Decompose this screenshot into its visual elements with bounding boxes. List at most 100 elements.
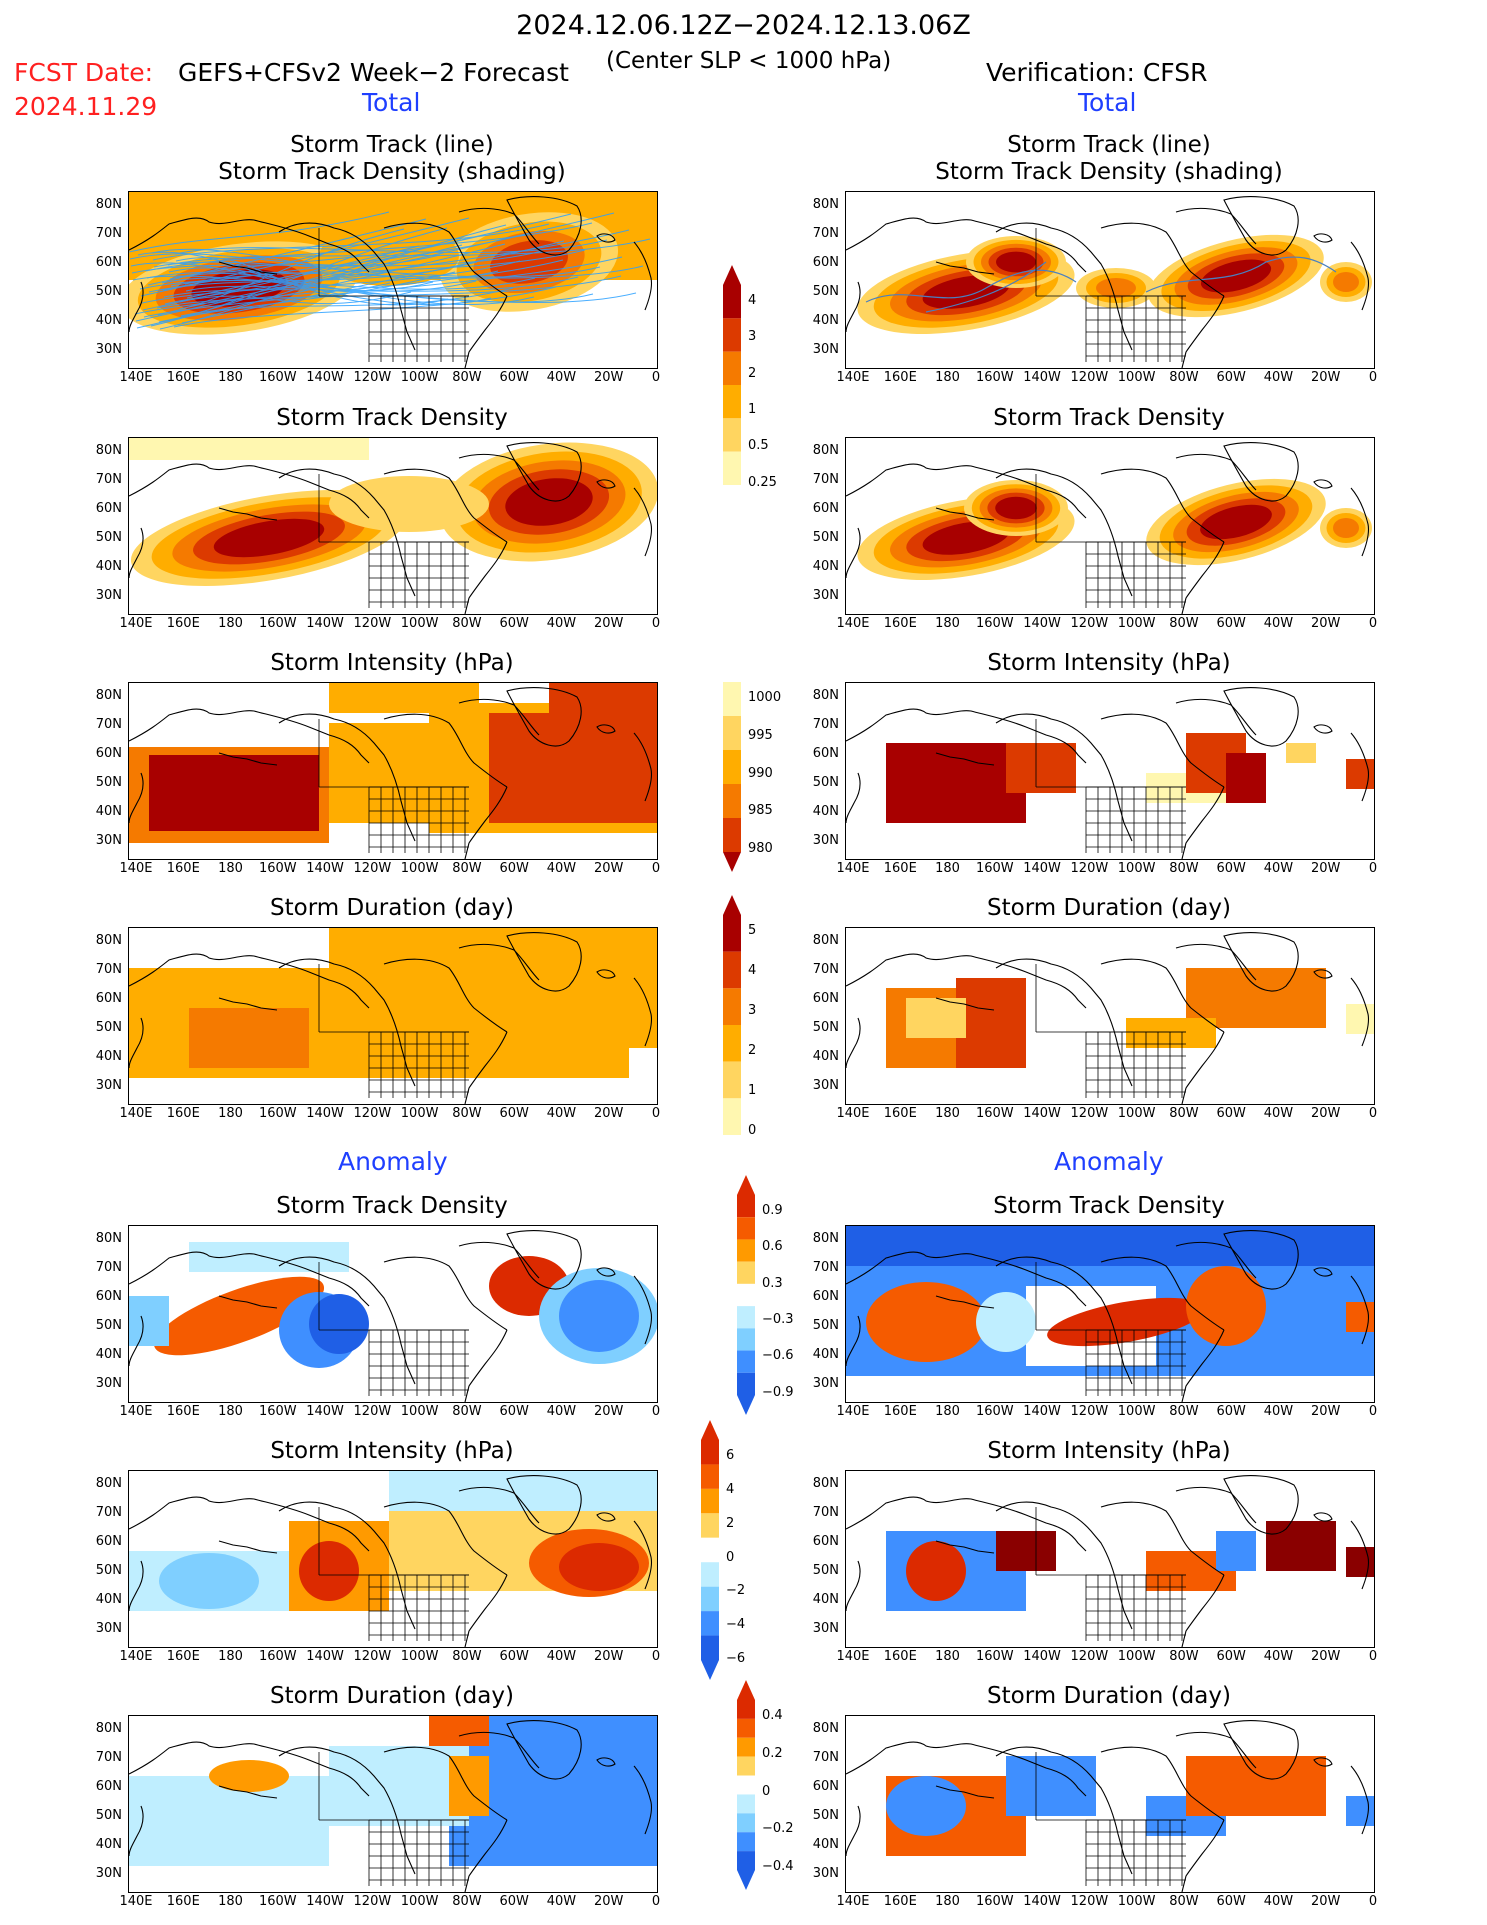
- lon-tick-label: 120W: [353, 1649, 392, 1664]
- shading-cell: [1006, 743, 1076, 793]
- colorbar-segment: [723, 318, 741, 352]
- coastline-segment: [464, 541, 508, 615]
- us-state-borders: [318, 228, 469, 362]
- coastline-segment: [128, 1017, 144, 1069]
- panel-title-track-shading-left: Storm Track Density (shading): [218, 159, 566, 185]
- lon-tick-label: 20W: [594, 616, 624, 631]
- lat-tick-label: 50N: [812, 1808, 839, 1823]
- coastline-segment: [1313, 1512, 1333, 1522]
- lat-tick-label: 30N: [812, 1078, 839, 1093]
- coastline-segment: [1181, 1031, 1225, 1105]
- shading-cell: [129, 1776, 329, 1866]
- coastline-segment: [995, 1746, 1133, 1875]
- lon-tick-label: 120W: [353, 370, 392, 385]
- lat-tick-label: 80N: [95, 197, 122, 212]
- shading-blob: [329, 476, 489, 532]
- lat-tick-label: 80N: [812, 1721, 839, 1736]
- colorbar-segment: [701, 1562, 719, 1587]
- shading-blob: [159, 1553, 259, 1609]
- shading-layer: [129, 683, 657, 843]
- colorbar-tick-label: −0.9: [762, 1384, 794, 1400]
- map-panel-duration_anom-forecast: [128, 1715, 658, 1893]
- storm-track-line: [140, 217, 470, 297]
- panel-title-density-right: Storm Track Density: [993, 405, 1225, 431]
- colorbar-arrow-bottom: [737, 1870, 755, 1890]
- coastline-segment: [506, 442, 582, 502]
- colorbar-tick-label: 1: [748, 1083, 757, 1098]
- us-state-borders: [318, 1507, 469, 1641]
- colorbar-tick-label: −0.6: [762, 1348, 794, 1364]
- coastline-segment: [845, 708, 1087, 764]
- lon-tick-label: 180: [218, 1106, 243, 1121]
- lon-tick-label: 80W: [1169, 1404, 1199, 1419]
- lon-tick-label: 80W: [452, 1649, 482, 1664]
- panel-title-intensity-anom-right: Storm Intensity (hPa): [987, 1438, 1231, 1464]
- lon-tick-label: 180: [935, 616, 960, 631]
- colorbar-tick-label: 0.9: [762, 1203, 783, 1218]
- lat-tick-label: 70N: [95, 472, 122, 487]
- colorbar-segment: [723, 682, 741, 716]
- lon-tick-label: 140W: [1023, 1106, 1061, 1121]
- coastline-segment: [383, 468, 508, 543]
- coastline-segment: [633, 977, 653, 1047]
- coastline-segment: [1313, 724, 1333, 734]
- lon-tick-label: 80W: [1169, 1106, 1199, 1121]
- coastline-segment: [464, 786, 508, 860]
- shading-blob: [299, 1541, 359, 1601]
- colorbar-segment: [723, 1025, 741, 1062]
- colorbar-density-anom: [736, 1175, 756, 1419]
- coastline-segment: [935, 1295, 995, 1309]
- lon-tick-label: 140E: [119, 1106, 153, 1121]
- lon-tick-label: 160W: [258, 1404, 297, 1419]
- us-state-borders: [318, 964, 469, 1098]
- coastline-segment: [596, 233, 616, 243]
- lon-tick-label: 160E: [166, 1106, 200, 1121]
- colorbar-segment: [737, 1239, 755, 1262]
- coastline-segment: [633, 487, 653, 557]
- lat-tick-label: 70N: [812, 1505, 839, 1520]
- coastline-segment: [633, 241, 653, 311]
- lat-tick-label: 60N: [812, 1779, 839, 1794]
- lat-tick-label: 30N: [95, 1376, 122, 1391]
- coastline-segment: [278, 958, 416, 1087]
- lat-tick-label: 80N: [812, 1231, 839, 1246]
- shading-cell: [956, 978, 1026, 1068]
- lon-tick-label: 20W: [1311, 370, 1341, 385]
- lon-tick-label: 160W: [975, 1649, 1014, 1664]
- lon-tick-label: 0: [651, 616, 661, 631]
- lat-tick-label: 50N: [95, 1563, 122, 1578]
- lon-tick-label: 120W: [353, 861, 392, 876]
- coastline-segment: [278, 1501, 416, 1630]
- lon-tick-label: 60W: [1216, 1649, 1246, 1664]
- coastline-segment: [506, 932, 582, 992]
- lat-tick-label: 70N: [812, 962, 839, 977]
- lon-tick-label: 40W: [546, 1106, 577, 1121]
- lat-tick-label: 70N: [95, 1750, 122, 1765]
- shading-blob: [866, 1282, 986, 1362]
- lon-tick-label: 160E: [883, 616, 917, 631]
- lon-tick-label: 140E: [836, 370, 870, 385]
- coastline-segment: [995, 958, 1133, 1087]
- storm-track-line: [178, 291, 412, 305]
- colorbar-tick-label: 2: [748, 365, 757, 381]
- lon-tick-label: 20W: [1311, 1894, 1341, 1909]
- coastline-segment: [1100, 1256, 1225, 1331]
- lon-tick-label: 100W: [1117, 1894, 1156, 1909]
- shading-cell: [1006, 1756, 1096, 1816]
- colorbar-segment: [723, 451, 741, 485]
- lat-tick-label: 70N: [812, 226, 839, 241]
- storm-track-line: [164, 229, 630, 305]
- lat-tick-label: 40N: [812, 804, 839, 819]
- lon-tick-label: 180: [935, 370, 960, 385]
- lon-tick-label: 100W: [400, 616, 439, 631]
- shading-cell: [429, 1716, 489, 1746]
- coastlines: [128, 932, 653, 1105]
- storm-track-line: [173, 286, 557, 328]
- colorbar-segment: [701, 1440, 719, 1465]
- shading-cell: [1186, 1756, 1326, 1816]
- coastline-segment: [1181, 1819, 1225, 1893]
- lon-tick-label: 180: [935, 1404, 960, 1419]
- lon-tick-label: 60W: [499, 1649, 529, 1664]
- us-state-borders: [1035, 1262, 1186, 1396]
- lon-tick-label: 140E: [119, 1894, 153, 1909]
